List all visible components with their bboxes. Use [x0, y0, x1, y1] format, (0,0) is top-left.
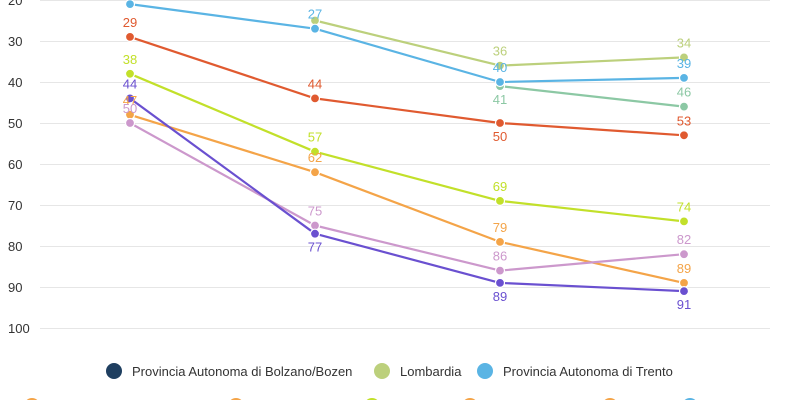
data-point[interactable] [124, 93, 136, 104]
y-tick-label: 90 [8, 280, 22, 295]
data-label: 75 [308, 204, 322, 219]
y-tick-label: 30 [8, 34, 22, 49]
data-label: 41 [493, 92, 507, 107]
y-tick-label: 40 [8, 75, 22, 90]
data-point[interactable] [309, 228, 321, 239]
data-label: 69 [493, 179, 507, 194]
data-point[interactable] [494, 236, 506, 247]
data-label: 86 [493, 249, 507, 264]
legend-label[interactable]: Lombardia [400, 364, 462, 379]
data-point[interactable] [309, 146, 321, 157]
data-label: 91 [677, 297, 691, 312]
data-point[interactable] [494, 76, 506, 88]
series-line [129, 35, 685, 137]
data-point[interactable] [494, 265, 506, 276]
y-tick-label: 80 [8, 239, 22, 254]
data-label: 89 [493, 289, 507, 304]
data-label: 82 [677, 232, 691, 247]
data-point[interactable] [494, 195, 506, 206]
data-label: 50 [123, 101, 137, 116]
data-point[interactable] [678, 101, 690, 112]
data-point[interactable] [678, 130, 690, 141]
data-label: 38 [123, 52, 137, 67]
data-label: 44 [308, 76, 322, 91]
data-label: 46 [677, 85, 691, 100]
data-label: 57 [308, 130, 322, 145]
series-line [129, 72, 685, 223]
data-point[interactable] [678, 249, 690, 260]
data-label: 50 [493, 129, 507, 144]
data-point[interactable] [678, 216, 690, 227]
data-label: 53 [677, 113, 691, 128]
data-label: 44 [123, 76, 137, 91]
data-label: 79 [493, 220, 507, 235]
data-label: 74 [677, 199, 691, 214]
data-point[interactable] [309, 93, 321, 104]
data-point[interactable] [678, 286, 690, 297]
series-line [129, 122, 685, 272]
legend-marker [106, 363, 122, 379]
data-point[interactable] [124, 117, 136, 129]
data-point[interactable] [494, 117, 506, 129]
legend-marker [477, 363, 493, 379]
data-label: 62 [308, 150, 322, 165]
series-line [499, 85, 685, 108]
data-label: 34 [677, 35, 691, 50]
data-label: 89 [677, 261, 691, 276]
legend-label[interactable]: Provincia Autonoma di Trento [503, 364, 673, 379]
y-tick-label: 60 [8, 157, 22, 172]
data-label: 39 [677, 56, 691, 71]
data-point[interactable] [494, 60, 506, 71]
y-tick-label: 20 [8, 0, 22, 8]
y-tick-label: 70 [8, 198, 22, 213]
legend-label[interactable]: Provincia Autonoma di Bolzano/Bozen [132, 364, 352, 379]
series-line [129, 97, 685, 293]
data-label: 40 [493, 60, 507, 75]
series-line [129, 3, 685, 84]
data-point[interactable] [494, 277, 506, 288]
data-label: 29 [123, 15, 137, 30]
data-point[interactable] [678, 52, 690, 63]
data-point[interactable] [124, 31, 136, 43]
data-label: 47 [123, 93, 137, 108]
y-tick-label: 100 [8, 321, 30, 336]
data-label: 77 [308, 240, 322, 255]
data-point[interactable] [678, 72, 690, 84]
legend-marker [374, 363, 390, 379]
data-point[interactable] [124, 0, 136, 10]
data-point[interactable] [309, 167, 321, 178]
data-point[interactable] [309, 23, 321, 34]
data-point[interactable] [124, 68, 136, 79]
y-tick-label: 50 [8, 116, 22, 131]
data-label: 36 [493, 44, 507, 59]
data-label: 27 [308, 7, 322, 22]
